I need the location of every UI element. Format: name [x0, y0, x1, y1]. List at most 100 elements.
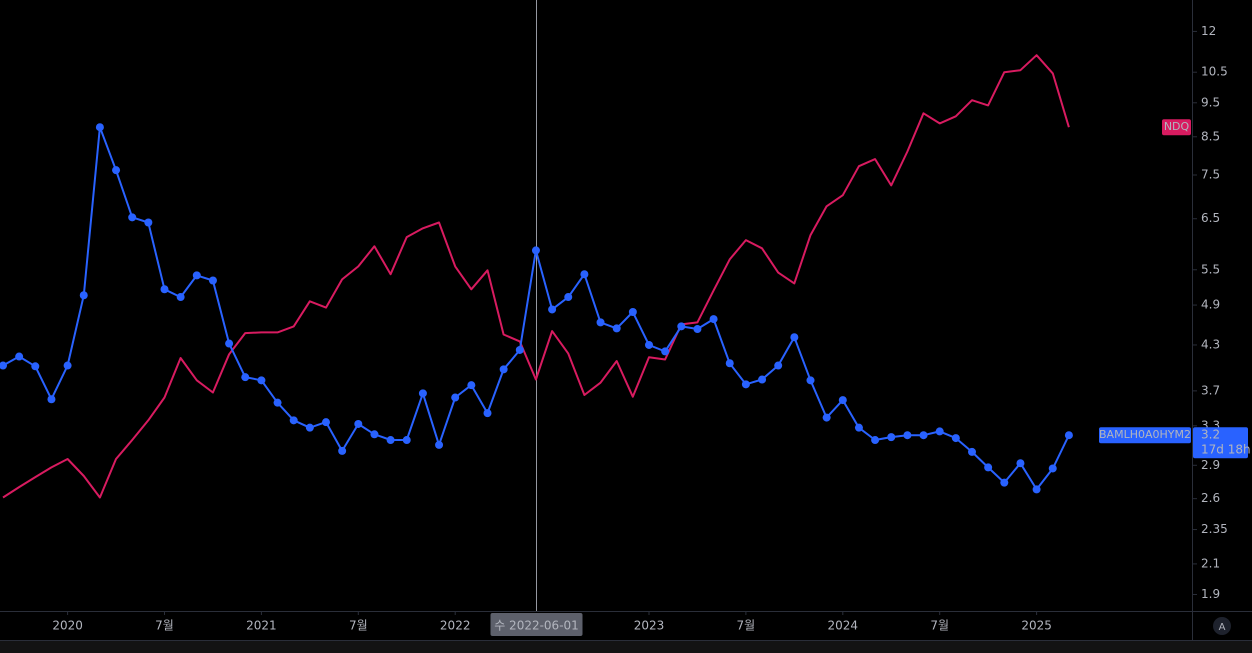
y-tick-label: 9.5 [1201, 95, 1220, 109]
bottom-strip [0, 640, 1252, 653]
y-tick-label: 6.5 [1201, 211, 1220, 225]
y-tick-label: 12 [1201, 24, 1216, 38]
series-point [968, 447, 976, 456]
y-tick-label: 1.9 [1201, 587, 1220, 601]
series-point [483, 409, 492, 418]
series-point [1064, 431, 1073, 440]
series-point [677, 322, 686, 331]
series-point [370, 430, 379, 439]
y-tick-label: 4.9 [1201, 298, 1220, 312]
series-point [112, 166, 121, 175]
y-tick-label: 8.5 [1201, 129, 1220, 143]
series-point [645, 340, 653, 349]
y-tick-label: 3.7 [1201, 383, 1220, 397]
series-point [1032, 485, 1041, 494]
y-tick-label: 10.5 [1201, 65, 1228, 79]
series-point [887, 433, 896, 442]
x-tick-label: 2022 [440, 619, 471, 633]
series-point [31, 362, 40, 371]
series-point [499, 365, 508, 374]
series-point [241, 373, 250, 382]
series-point [257, 376, 266, 385]
x-tick-label: 2024 [828, 619, 859, 633]
series-point [790, 333, 799, 342]
series-point [1048, 464, 1057, 473]
series-point [935, 427, 944, 436]
x-tick-label: 2025 [1021, 619, 1052, 633]
x-tick-label: 7월 [930, 619, 949, 633]
series-point [548, 305, 557, 314]
series-point [15, 352, 24, 361]
crosshair-label-box [490, 613, 583, 636]
series-point [160, 285, 169, 294]
series-name: NDQ [1164, 120, 1190, 133]
series-point [984, 463, 993, 472]
scale-button[interactable]: A [1213, 617, 1231, 635]
series-point [354, 419, 363, 428]
series-point [176, 293, 185, 302]
y-tick-label: 7.5 [1201, 168, 1220, 182]
series-point [596, 318, 605, 327]
price-tag-value: 3.2 [1201, 428, 1220, 442]
series-point [402, 436, 411, 445]
series-point [208, 276, 217, 285]
series-point [435, 440, 444, 449]
series-point [515, 345, 524, 354]
series-point [951, 434, 960, 443]
series-point [1016, 459, 1025, 468]
series-point [451, 393, 460, 402]
series-point [741, 380, 750, 389]
series-point [693, 325, 702, 334]
crosshair-label: 수 2022-06-01 [494, 619, 579, 633]
series-point [273, 398, 282, 407]
scale-button-circle [1213, 617, 1231, 635]
series-point [758, 375, 767, 384]
series-point [128, 213, 137, 222]
series-point [225, 339, 234, 348]
x-tick-label: 2023 [634, 619, 665, 633]
series-point [564, 293, 573, 302]
series-point [289, 416, 298, 425]
series-point [919, 431, 928, 440]
y-tick-label: 2.35 [1201, 522, 1228, 536]
series-point [0, 361, 7, 370]
x-tick-label: 7월 [737, 619, 756, 633]
series-point [661, 347, 670, 356]
series-point [467, 381, 476, 390]
x-tick-label: 7월 [155, 619, 174, 633]
series-point [144, 218, 153, 227]
series-name-tag [1162, 119, 1191, 136]
y-tick-label: 4.3 [1201, 337, 1220, 351]
series-point [580, 270, 589, 279]
series-point [871, 436, 880, 445]
price-tag-countdown: 17d 18h [1201, 443, 1251, 457]
y-tick-label: 2.9 [1201, 458, 1220, 472]
series-point [47, 395, 56, 404]
series-point [418, 389, 427, 398]
series-point [338, 446, 347, 455]
series-point [531, 246, 540, 255]
series-point [854, 423, 863, 432]
series-point [305, 423, 314, 432]
y-tick-label: 5.5 [1201, 262, 1220, 276]
series-point [386, 436, 395, 445]
series-point [822, 413, 831, 422]
series-point [63, 361, 72, 370]
x-tick-label: 2021 [246, 619, 277, 633]
series-point [95, 123, 104, 132]
y-tick-label: 2.6 [1201, 491, 1220, 505]
series-point [806, 376, 815, 385]
series-point [903, 431, 912, 440]
scale-button-label: A [1219, 622, 1226, 633]
series-point [79, 291, 88, 300]
price-tag [1193, 427, 1248, 459]
series-line [2, 54, 1070, 499]
series-point [774, 361, 783, 370]
series-point [838, 396, 847, 405]
series-point [192, 271, 201, 280]
x-tick-label: 2020 [52, 619, 83, 633]
series-point [1000, 478, 1009, 487]
